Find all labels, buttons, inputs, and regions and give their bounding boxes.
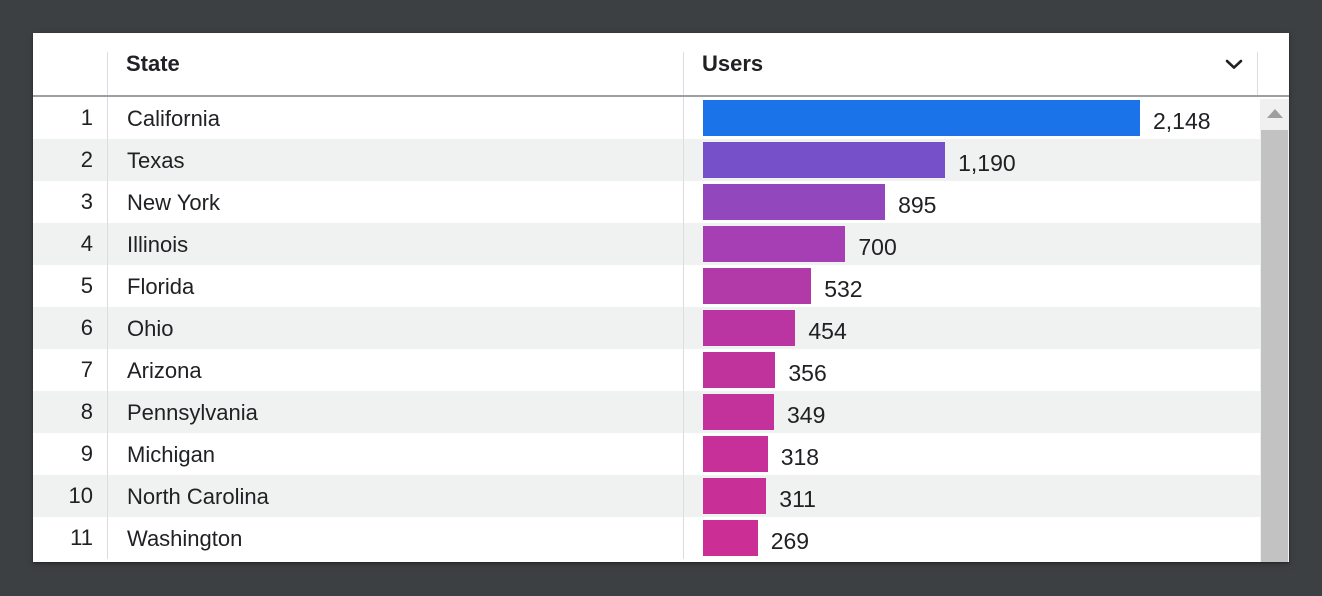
scrollbar-up-arrow[interactable] xyxy=(1260,99,1289,127)
row-users-value: 700 xyxy=(858,234,897,260)
row-users-cell: 454 xyxy=(683,307,1260,349)
users-by-state-table: State Users 1 California 2,148 2 Texas 1… xyxy=(33,33,1289,562)
row-state: Pennsylvania xyxy=(107,391,683,433)
table-row: 7 Arizona 356 xyxy=(33,349,1260,391)
scrollbar-thumb[interactable] xyxy=(1261,130,1288,562)
row-users-cell: 269 xyxy=(683,517,1260,559)
row-state: Michigan xyxy=(107,433,683,475)
row-users-value: 454 xyxy=(808,318,847,344)
user-count-bar xyxy=(703,436,768,472)
up-arrow-icon xyxy=(1266,108,1283,118)
user-count-bar xyxy=(703,352,776,388)
user-count-bar xyxy=(703,478,767,514)
row-users-cell: 356 xyxy=(683,349,1260,391)
column-header-state-label: State xyxy=(126,51,180,76)
row-users-value: 532 xyxy=(824,276,863,302)
column-header-users-label: Users xyxy=(702,51,764,76)
user-count-bar xyxy=(703,184,886,220)
row-rank: 3 xyxy=(80,189,93,214)
table-row: 1 California 2,148 xyxy=(33,97,1260,139)
row-state: California xyxy=(107,97,683,139)
row-state: Washington xyxy=(107,517,683,559)
row-state: New York xyxy=(107,181,683,223)
table-row: 4 Illinois 700 xyxy=(33,223,1260,265)
row-state: Texas xyxy=(107,139,683,181)
table-row: 3 New York 895 xyxy=(33,181,1260,223)
table-header-row: State Users xyxy=(33,33,1289,97)
row-rank: 6 xyxy=(80,315,93,340)
row-rank: 10 xyxy=(68,483,93,508)
user-count-bar xyxy=(703,394,774,430)
row-state: Arizona xyxy=(107,349,683,391)
vertical-scrollbar[interactable] xyxy=(1260,99,1289,562)
row-users-value: 318 xyxy=(780,444,820,470)
table-row: 11 Washington 269 xyxy=(33,517,1260,559)
row-users-cell: 532 xyxy=(683,265,1260,307)
user-count-bar xyxy=(703,310,796,346)
row-rank: 5 xyxy=(80,273,93,298)
row-users-value: 895 xyxy=(898,192,937,218)
table-row: 6 Ohio 454 xyxy=(33,307,1260,349)
column-header-users[interactable]: Users xyxy=(683,33,1260,95)
row-state: North Carolina xyxy=(107,475,683,517)
user-count-bar xyxy=(703,226,846,262)
table-row: 9 Michigan 318 xyxy=(33,433,1260,475)
row-rank: 11 xyxy=(70,525,93,550)
row-users-value: 349 xyxy=(787,402,826,428)
row-state: Illinois xyxy=(107,223,683,265)
row-users-cell: 318 xyxy=(683,433,1260,475)
user-count-bar xyxy=(703,520,758,556)
row-state: Florida xyxy=(107,265,683,307)
row-state: Ohio xyxy=(107,307,683,349)
row-users-cell: 2,148 xyxy=(683,97,1260,139)
user-count-bar xyxy=(703,100,1140,136)
table-row: 8 Pennsylvania 349 xyxy=(33,391,1260,433)
row-users-value: 1,190 xyxy=(958,150,1016,176)
table-row: 10 North Carolina 311 xyxy=(33,475,1260,517)
row-rank: 4 xyxy=(80,231,93,256)
row-rank: 8 xyxy=(80,399,93,424)
chevron-down-icon[interactable] xyxy=(1222,52,1246,76)
user-count-bar xyxy=(703,268,812,304)
row-rank: 1 xyxy=(80,105,93,130)
row-users-value: 356 xyxy=(788,360,827,386)
row-users-cell: 1,190 xyxy=(683,139,1260,181)
table-row: 5 Florida 532 xyxy=(33,265,1260,307)
table-body: 1 California 2,148 2 Texas 1,190 3 New Y… xyxy=(33,97,1260,562)
row-rank: 7 xyxy=(80,357,93,382)
row-users-value: 2,148 xyxy=(1153,108,1211,134)
row-rank: 2 xyxy=(80,147,93,172)
row-users-cell: 700 xyxy=(683,223,1260,265)
user-count-bar xyxy=(703,142,946,178)
row-users-cell: 895 xyxy=(683,181,1260,223)
row-users-cell: 349 xyxy=(683,391,1260,433)
row-rank: 9 xyxy=(80,441,93,466)
column-header-state[interactable]: State xyxy=(107,33,683,95)
row-users-value: 311 xyxy=(779,486,816,512)
row-users-cell: 311 xyxy=(683,475,1260,517)
column-header-rank xyxy=(33,33,107,95)
table-row: 2 Texas 1,190 xyxy=(33,139,1260,181)
row-users-value: 269 xyxy=(770,528,810,554)
